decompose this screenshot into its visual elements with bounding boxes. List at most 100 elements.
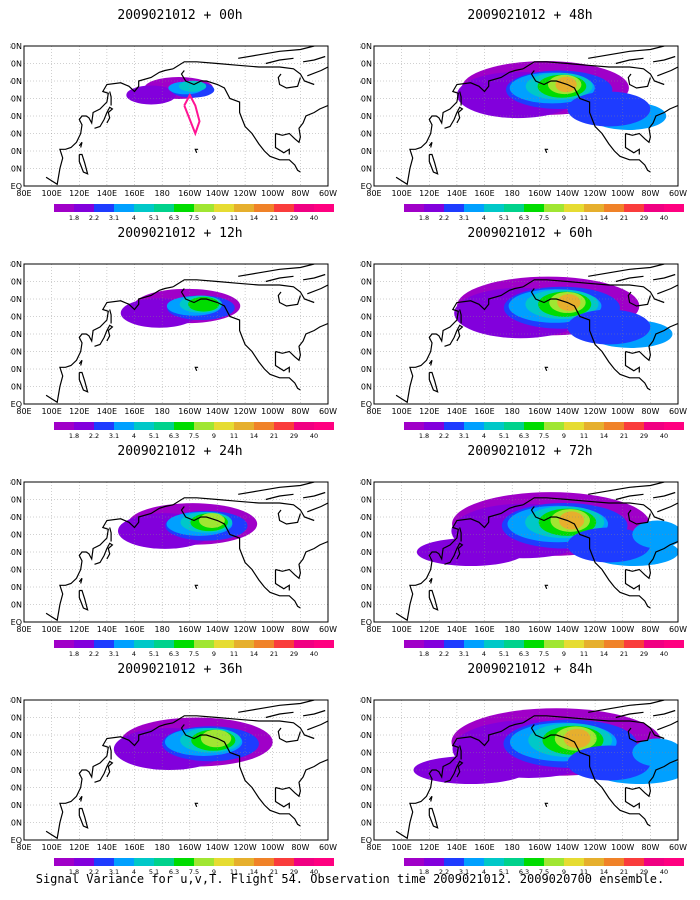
- legend-label: 14: [600, 214, 608, 220]
- legend-swatch: [294, 422, 314, 430]
- lon-tick-label: 80E: [16, 625, 31, 634]
- legend-label: 29: [290, 432, 298, 438]
- lat-tick-label: 70N: [360, 714, 372, 723]
- legend-swatch: [464, 858, 484, 866]
- lat-tick-label: 70N: [360, 278, 372, 287]
- map-panel: 2009021012 + 36h 80N 70N 60N 50N 40N 30N 20N 10N…: [10, 662, 350, 874]
- legend-label: 29: [290, 650, 298, 656]
- variance-region: [557, 294, 581, 311]
- coastline: [459, 745, 462, 760]
- lat-tick-label: 20N: [10, 365, 22, 374]
- legend-swatch: [74, 858, 94, 866]
- legend-label: 2.2: [89, 214, 99, 220]
- lon-tick-label: 60W: [319, 843, 337, 852]
- lat-tick-label: 70N: [360, 496, 372, 505]
- coastline: [530, 506, 651, 609]
- lon-tick-label: 80W: [291, 843, 309, 852]
- lon-tick-label: 160W: [178, 189, 201, 198]
- legend-label: 1.8: [69, 868, 79, 874]
- lon-tick-label: 100E: [41, 843, 61, 852]
- legend-swatch: [214, 640, 234, 648]
- lon-tick-label: 180: [505, 625, 520, 634]
- map-panel: 2009021012 + 72h 80N 70N 60N 50N 40N 30N 20N 10N…: [360, 444, 700, 656]
- legend-swatch: [254, 858, 274, 866]
- variance-region: [199, 513, 225, 528]
- legend-label: 5.1: [149, 650, 159, 656]
- lat-tick-label: 40N: [10, 330, 22, 339]
- lon-tick-label: 120W: [233, 625, 256, 634]
- variance-region: [559, 511, 585, 530]
- legend-label: 14: [250, 868, 258, 874]
- legend-label: 2.2: [439, 650, 449, 656]
- legend-label: 11: [230, 214, 238, 220]
- legend-label: 6.3: [169, 650, 179, 656]
- legend-swatch: [94, 422, 114, 430]
- legend-label: 9: [562, 432, 566, 438]
- legend-swatch: [174, 204, 194, 212]
- coastline: [653, 273, 676, 281]
- legend-label: 9: [562, 214, 566, 220]
- legend-label: 4: [482, 650, 486, 656]
- legend-label: 3.1: [459, 868, 469, 874]
- lat-tick-label: 60N: [360, 513, 372, 522]
- coastline: [657, 284, 678, 295]
- lat-tick-label: 40N: [360, 766, 372, 775]
- legend-label: 7.5: [539, 214, 549, 220]
- legend-label: 5.1: [149, 214, 159, 220]
- coastline: [624, 569, 640, 591]
- lon-tick-label: 100E: [391, 189, 411, 198]
- legend-swatch: [114, 422, 134, 430]
- coastline: [265, 493, 294, 501]
- coastline: [544, 148, 549, 154]
- legend-swatch: [524, 204, 544, 212]
- lat-tick-label: 40N: [360, 112, 372, 121]
- lat-tick-label: 20N: [10, 147, 22, 156]
- legend-label: 11: [580, 650, 588, 656]
- panel-title: 2009021012 + 00h: [117, 8, 243, 23]
- lat-tick-label: EQ: [361, 400, 372, 409]
- lat-tick-label: 40N: [10, 112, 22, 121]
- lat-tick-label: 70N: [10, 714, 22, 723]
- coastline: [625, 540, 678, 580]
- lon-tick-label: 60W: [669, 843, 687, 852]
- legend-label: 9: [212, 650, 216, 656]
- legend-swatch: [404, 422, 424, 430]
- legend-swatch: [604, 640, 624, 648]
- legend-label: 21: [270, 214, 278, 220]
- legend-label: 2.2: [439, 868, 449, 874]
- legend-label: 21: [620, 214, 628, 220]
- coastline: [653, 709, 676, 717]
- coastline: [625, 758, 678, 798]
- lon-tick-label: 140E: [97, 843, 117, 852]
- legend-swatch: [254, 204, 274, 212]
- legend-label: 9: [562, 650, 566, 656]
- lon-tick-label: 180: [155, 189, 170, 198]
- coastline: [459, 527, 462, 542]
- lon-tick-label: 80E: [16, 189, 31, 198]
- lat-tick-label: 50N: [360, 95, 372, 104]
- legend-label: 29: [640, 432, 648, 438]
- legend-swatch: [504, 858, 524, 866]
- legend-label: 5.1: [499, 432, 509, 438]
- lat-tick-label: 80N: [10, 478, 22, 487]
- coastline: [265, 275, 294, 283]
- legend-label: 4: [132, 214, 136, 220]
- lat-tick-label: 80N: [360, 42, 372, 51]
- lat-tick-label: EQ: [361, 182, 372, 191]
- lon-tick-label: 180: [505, 189, 520, 198]
- legend-label: 3.1: [109, 432, 119, 438]
- coastline: [444, 106, 464, 129]
- legend-swatch: [404, 858, 424, 866]
- lon-tick-label: 160E: [474, 625, 494, 634]
- coastline: [303, 273, 326, 281]
- legend-swatch: [94, 858, 114, 866]
- lon-tick-label: 100E: [41, 625, 61, 634]
- legend-label: 9: [212, 214, 216, 220]
- legend-swatch: [314, 858, 334, 866]
- legend-swatch: [234, 640, 254, 648]
- coastline: [530, 70, 651, 173]
- coastline: [588, 482, 665, 495]
- lat-tick-label: 50N: [360, 313, 372, 322]
- legend-label: 6.3: [169, 214, 179, 220]
- variance-region: [563, 728, 591, 749]
